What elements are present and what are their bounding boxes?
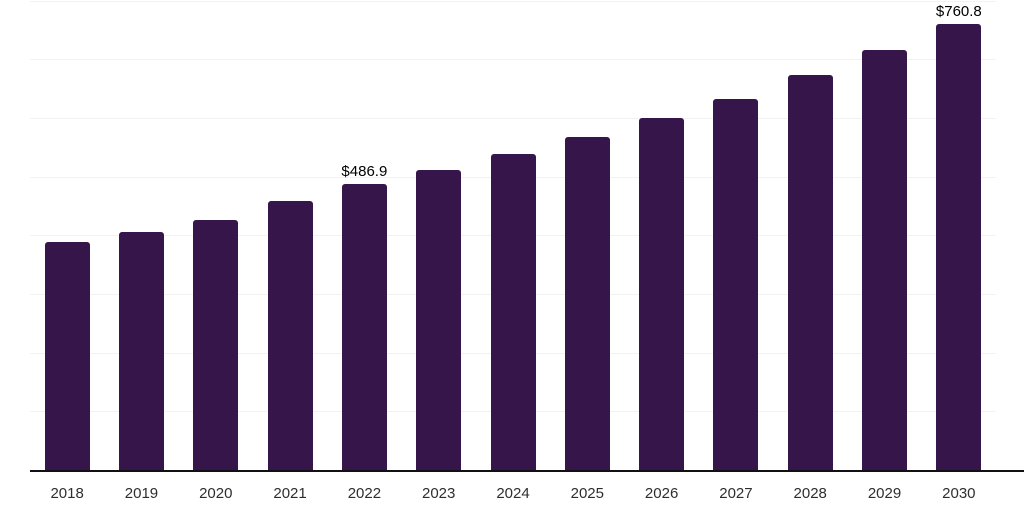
bar-2029[interactable] xyxy=(862,50,908,470)
bar-2027[interactable] xyxy=(713,98,759,470)
value-label-2030: $760.8 xyxy=(935,2,982,20)
x-tick-label-2029: 2029 xyxy=(867,485,902,502)
bar-2024[interactable] xyxy=(490,153,536,470)
bar-2019[interactable] xyxy=(118,231,164,470)
bar-2021[interactable] xyxy=(267,200,313,470)
bar-2018[interactable] xyxy=(44,242,90,470)
gridline-700 xyxy=(30,59,996,61)
x-tick-label-2023: 2023 xyxy=(422,485,456,502)
x-axis-line xyxy=(30,470,1024,472)
bar-2022[interactable] xyxy=(341,184,387,470)
value-label-2022: $486.9 xyxy=(341,163,388,181)
x-tick-label-2025: 2025 xyxy=(570,485,604,502)
bar-2030[interactable] xyxy=(936,23,982,470)
x-tick-label-2022: 2022 xyxy=(347,485,382,502)
x-tick-label-2024: 2024 xyxy=(496,485,530,502)
bar-2023[interactable] xyxy=(416,169,462,470)
x-tick-label-2030: 2030 xyxy=(942,485,976,502)
gridline-600 xyxy=(30,117,996,119)
bar-2025[interactable] xyxy=(564,137,610,470)
x-tick-label-2027: 2027 xyxy=(719,485,753,502)
x-tick-label-2021: 2021 xyxy=(273,485,307,502)
x-tick-label-2018: 2018 xyxy=(50,485,84,502)
x-tick-label-2028: 2028 xyxy=(793,485,827,502)
x-tick-label-2019: 2019 xyxy=(124,485,159,502)
x-tick-label-2026: 2026 xyxy=(644,485,679,502)
gridline-800 xyxy=(30,0,996,2)
bar-2026[interactable] xyxy=(639,117,685,470)
bar-2020[interactable] xyxy=(193,220,239,470)
x-tick-label-2020: 2020 xyxy=(199,485,233,502)
bar-2028[interactable] xyxy=(787,74,833,470)
